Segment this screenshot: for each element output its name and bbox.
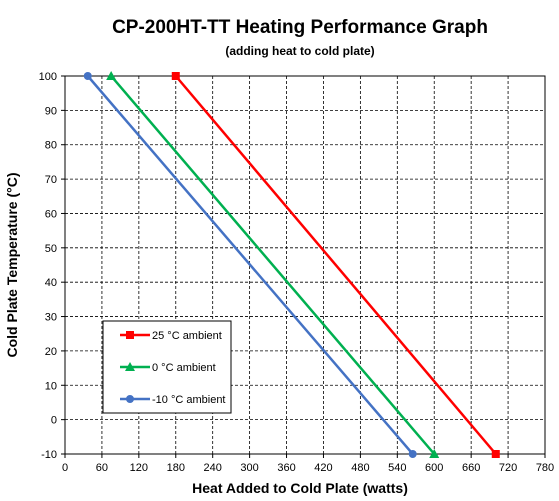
x-tick-label: 480 (351, 462, 369, 474)
x-tick-label: 780 (536, 462, 554, 474)
data-point (106, 71, 117, 80)
y-tick-label: 30 (45, 312, 57, 324)
series-layer (83, 71, 500, 458)
x-tick-label: 360 (277, 462, 295, 474)
x-tick-label: 720 (499, 462, 517, 474)
legend-swatch-marker (126, 331, 134, 339)
data-point (491, 450, 500, 458)
x-tick-label: 600 (425, 462, 443, 474)
x-axis-ticks: 0 60 120 180 240 300 360 420 480 540 600 660 720 780 (62, 454, 554, 474)
y-tick-label: 0 (51, 415, 57, 427)
data-point (429, 449, 440, 458)
data-point (83, 72, 92, 80)
y-axis-label: Cold Plate Temperature (°C) (4, 172, 20, 357)
series-line (174, 75, 497, 455)
y-tick-label: 70 (45, 174, 57, 186)
y-tick-label: 10 (45, 380, 57, 392)
legend-swatch-marker (125, 362, 135, 371)
legend-item: 25 °C ambient (120, 330, 222, 342)
x-axis-label: Heat Added to Cold Plate (watts) (192, 480, 408, 496)
y-tick-label: 50 (45, 243, 57, 255)
series-2 (83, 72, 417, 458)
x-tick-label: 300 (240, 462, 258, 474)
y-tick-label: 90 (45, 105, 57, 117)
legend-item: 0 °C ambient (120, 362, 216, 374)
x-tick-label: 420 (314, 462, 332, 474)
y-tick-label: 60 (45, 208, 57, 220)
y-axis-ticks: -10 0 10 20 30 40 50 60 70 80 90 100 (39, 71, 65, 461)
x-tick-label: 240 (204, 462, 222, 474)
y-tick-label: 40 (45, 277, 57, 289)
data-point (171, 72, 180, 80)
x-tick-label: 0 (62, 462, 68, 474)
series-line (110, 75, 436, 455)
x-tick-label: 540 (388, 462, 406, 474)
y-tick-label: 100 (39, 71, 57, 83)
chart-title: CP-200HT-TT Heating Performance Graph (112, 17, 488, 38)
x-tick-label: 180 (167, 462, 185, 474)
series-1 (106, 71, 440, 458)
legend-label: -10 °C ambient (152, 394, 226, 406)
plot-area (64, 75, 546, 455)
chart-subtitle: (adding heat to cold plate) (225, 44, 374, 58)
y-tick-label: 80 (45, 140, 57, 152)
x-tick-label: 60 (96, 462, 108, 474)
legend: 25 °C ambient 0 °C ambient -10 °C ambient (102, 320, 232, 414)
y-tick-label: -10 (41, 449, 57, 461)
legend-item: -10 °C ambient (120, 394, 226, 406)
y-tick-label: 20 (45, 346, 57, 358)
legend-swatch-marker (126, 395, 134, 403)
data-point (408, 450, 417, 458)
x-tick-label: 660 (462, 462, 480, 474)
x-tick-label: 120 (130, 462, 148, 474)
legend-label: 0 °C ambient (152, 362, 216, 374)
series-0 (171, 72, 500, 458)
legend-label: 25 °C ambient (152, 330, 222, 342)
series-line (86, 75, 414, 455)
